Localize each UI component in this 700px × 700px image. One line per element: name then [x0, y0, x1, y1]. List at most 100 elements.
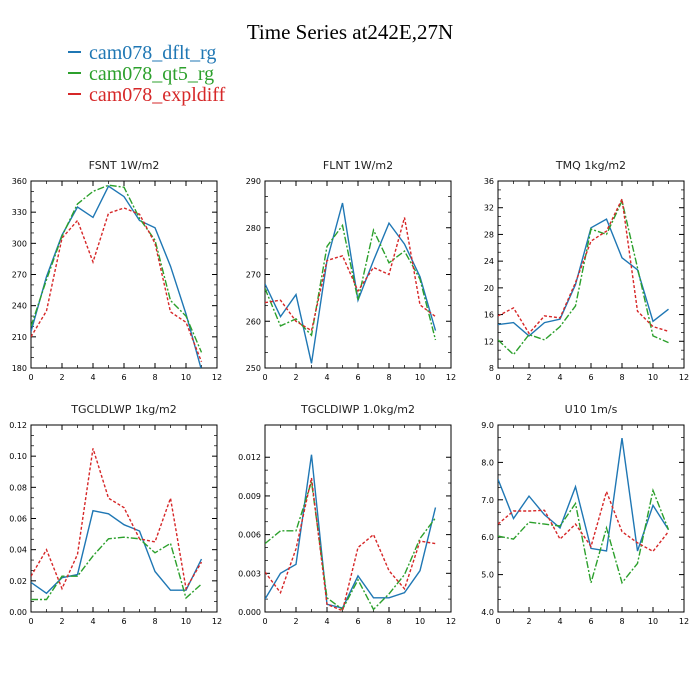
series-line-cam078-expldiff [498, 196, 669, 335]
y-tick-label: 0.012 [238, 453, 261, 462]
y-tick-label: 330 [12, 208, 27, 217]
y-tick-label: 270 [246, 271, 261, 280]
x-tick-label: 2 [59, 617, 64, 626]
series-line-cam078-dflt-rg [498, 218, 669, 337]
x-tick-label: 0 [262, 617, 267, 626]
y-tick-label: 32 [484, 204, 494, 213]
series-line-cam078-qt5-rg [498, 198, 669, 356]
x-tick-label: 6 [121, 373, 126, 382]
x-tick-label: 4 [90, 373, 95, 382]
chart-panel: TGCLDIWP 1.0kg/m2 0.000 0.003 0.006 0.009 0.0… [238, 403, 456, 626]
series-line-cam078-expldiff [31, 448, 203, 591]
y-tick-label: 0.000 [238, 608, 261, 617]
series-line-cam078-dflt-rg [265, 202, 437, 364]
legend-label-qt5: cam078_qt5_rg [89, 63, 215, 85]
y-tick-label: 8.0 [481, 458, 494, 467]
x-tick-label: 0 [495, 617, 500, 626]
x-tick-label: 12 [446, 617, 456, 626]
x-tick-label: 8 [386, 373, 391, 382]
y-tick-label: 0.009 [238, 492, 261, 501]
y-tick-label: 8 [489, 364, 494, 373]
chart-panel: FLNT 1W/m2 250 260 270 280 290 0 2 4 6 8 10 12 [246, 159, 456, 382]
x-tick-label: 6 [121, 617, 126, 626]
x-tick-label: 8 [152, 617, 157, 626]
x-tick-label: 4 [90, 617, 95, 626]
y-tick-label: 5.0 [481, 571, 494, 580]
x-tick-label: 10 [415, 373, 425, 382]
x-tick-label: 8 [619, 617, 624, 626]
x-tick-label: 2 [293, 617, 298, 626]
y-tick-label: 7.0 [481, 496, 494, 505]
x-tick-label: 4 [557, 373, 562, 382]
legend-swatch-dflt [68, 51, 81, 54]
chart-panel: FSNT 1W/m2 180 210 240 270 300 330 360 0 2 4 6 8 10 12 [12, 159, 222, 382]
x-tick-label: 12 [212, 617, 222, 626]
plot-frame [264, 424, 452, 613]
x-tick-label: 6 [588, 617, 593, 626]
x-tick-label: 12 [212, 373, 222, 382]
plot-frame [497, 424, 685, 613]
series-line-cam078-dflt-rg [31, 509, 203, 595]
y-tick-label: 0.12 [9, 421, 27, 430]
x-tick-label: 0 [28, 617, 33, 626]
series-line-cam078-qt5-rg [265, 223, 437, 341]
legend-item-expldiff: cam078_expldiff [68, 85, 225, 106]
y-tick-label: 0.02 [9, 577, 27, 586]
y-tick-label: 6.0 [481, 533, 494, 542]
figure-title: Time Series at242E,27N [246, 20, 454, 44]
x-tick-label: 4 [324, 373, 329, 382]
x-tick-label: 8 [386, 617, 391, 626]
series-line-cam078-expldiff [31, 207, 203, 363]
y-tick-label: 20 [484, 284, 494, 293]
x-tick-label: 12 [679, 617, 689, 626]
y-tick-label: 0.006 [238, 531, 261, 540]
series-line-cam078-dflt-rg [31, 185, 202, 368]
y-tick-label: 36 [484, 177, 494, 186]
y-tick-label: 260 [246, 317, 261, 326]
series-line-cam078-expldiff [265, 217, 436, 332]
y-tick-label: 16 [484, 311, 494, 320]
x-tick-label: 2 [526, 617, 531, 626]
panel-title: TMQ 1kg/m2 [555, 159, 626, 172]
y-tick-label: 28 [484, 230, 494, 239]
x-tick-label: 0 [262, 373, 267, 382]
x-tick-label: 10 [648, 617, 658, 626]
plot-frame [264, 180, 452, 369]
x-tick-label: 10 [181, 617, 191, 626]
y-tick-label: 250 [246, 364, 261, 373]
y-tick-label: 290 [246, 177, 261, 186]
y-tick-label: 4.0 [481, 608, 494, 617]
x-tick-label: 10 [648, 373, 658, 382]
chart-panel: TGCLDLWP 1kg/m2 0.00 0.02 0.04 0.06 0.08 0.10 0… [9, 403, 222, 626]
x-tick-label: 6 [355, 617, 360, 626]
legend: cam078_dflt_rg cam078_qt5_rg cam078_expl… [68, 43, 225, 106]
y-tick-label: 210 [12, 333, 27, 342]
x-tick-label: 2 [293, 373, 298, 382]
x-tick-label: 6 [588, 373, 593, 382]
x-tick-label: 2 [59, 373, 64, 382]
panel-title: TGCLDLWP 1kg/m2 [70, 403, 176, 416]
series-line-cam078-dflt-rg [498, 438, 670, 552]
legend-item-qt5: cam078_qt5_rg [68, 64, 225, 85]
y-tick-label: 0.08 [9, 483, 27, 492]
y-tick-label: 300 [12, 239, 27, 248]
x-tick-label: 12 [679, 373, 689, 382]
legend-item-dflt: cam078_dflt_rg [68, 43, 225, 64]
panel-title: TGCLDIWP 1.0kg/m2 [300, 403, 415, 416]
chart-panel: U10 1m/s 4.0 5.0 6.0 7.0 8.0 9.0 0 2 4 6 8 10 12 [481, 403, 689, 626]
y-tick-label: 0.003 [238, 569, 261, 578]
plot-frame [30, 180, 218, 369]
y-tick-label: 270 [12, 271, 27, 280]
x-tick-label: 0 [495, 373, 500, 382]
plot-frame [497, 180, 685, 369]
x-tick-label: 8 [619, 373, 624, 382]
x-tick-label: 6 [355, 373, 360, 382]
x-tick-label: 2 [526, 373, 531, 382]
y-tick-label: 24 [484, 257, 494, 266]
series-line-cam078-qt5-rg [31, 536, 202, 601]
y-tick-label: 0.06 [9, 515, 27, 524]
y-tick-label: 0.00 [9, 608, 27, 617]
y-tick-label: 12 [484, 337, 494, 346]
legend-swatch-expldiff [68, 93, 81, 96]
panel-title: FLNT 1W/m2 [323, 159, 393, 172]
